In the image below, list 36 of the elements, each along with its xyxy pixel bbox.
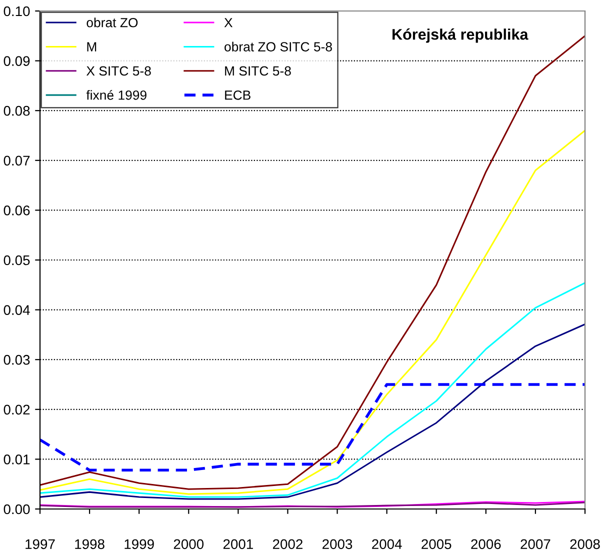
y-tick-label: 0.00 xyxy=(4,504,30,514)
legend-label: X SITC 5-8 xyxy=(86,66,151,76)
y-tick-label: 0.10 xyxy=(4,6,30,16)
line-series xyxy=(40,383,585,472)
y-tick-label: 0.02 xyxy=(4,404,30,415)
y-tick-label: 0.01 xyxy=(4,454,30,464)
x-tick-label: 2002 xyxy=(272,539,302,550)
line-series xyxy=(40,130,585,495)
x-tick-label: 2001 xyxy=(223,539,253,550)
y-tick-label: 0.04 xyxy=(4,305,30,315)
x-tick-label: 1999 xyxy=(124,539,154,550)
text: Kórejská republika xyxy=(392,28,528,43)
y-tick-label: 0.05 xyxy=(4,255,30,266)
x-tick-label: 2007 xyxy=(520,539,550,550)
legend-label: obrat ZO xyxy=(86,18,138,28)
x-tick-label: 2003 xyxy=(322,539,352,550)
y-tick-label: 0.03 xyxy=(4,354,30,365)
x-tick-label: 2005 xyxy=(422,539,452,550)
legend-label: X xyxy=(224,18,233,28)
legend-label: obrat ZO SITC 5-8 xyxy=(224,42,332,52)
legend-label: M xyxy=(87,42,96,52)
x-tick-label: 2000 xyxy=(174,539,204,550)
legend-label: fixné 1999 xyxy=(86,90,146,100)
y-tick-label: 0.07 xyxy=(4,156,30,166)
x-tick-label: 2008 xyxy=(570,539,600,550)
line-series xyxy=(40,323,585,500)
y-tick-label: 0.09 xyxy=(4,56,30,66)
line-series xyxy=(40,282,585,498)
y-tick-label: 0.06 xyxy=(4,206,30,216)
legend-label: ECB xyxy=(225,90,250,100)
x-tick-label: 1997 xyxy=(26,539,55,550)
x-tick-label: 2004 xyxy=(372,539,402,550)
x-tick-label: 2006 xyxy=(471,539,501,550)
legend-label: M SITC 5-8 xyxy=(225,66,291,76)
x-tick-label: 1998 xyxy=(75,539,104,550)
y-tick-label: 0.08 xyxy=(4,106,30,116)
